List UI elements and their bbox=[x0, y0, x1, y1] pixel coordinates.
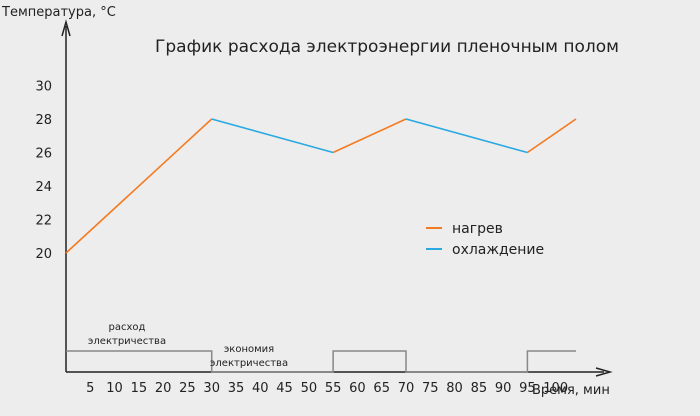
series-segment-4 bbox=[526, 118, 577, 154]
x-tick-label: 60 bbox=[349, 381, 366, 396]
y-axis-label: Температура, °C bbox=[1, 5, 116, 20]
x-tick-label: 20 bbox=[155, 381, 172, 396]
annotation-consumption: расход электричества bbox=[88, 322, 166, 347]
series-segment-2 bbox=[332, 118, 407, 154]
chart-title: График расхода электроэнергии пленочным … bbox=[155, 37, 619, 57]
x-tick-label: 55 bbox=[325, 381, 342, 396]
x-tick-label: 45 bbox=[276, 381, 293, 396]
x-tick-label: 25 bbox=[179, 381, 196, 396]
annotation-consumption-line1: расход bbox=[109, 322, 146, 333]
annotation-saving-line2: электричества bbox=[210, 358, 288, 369]
annotation-saving-line1: экономия bbox=[224, 344, 274, 355]
power-step-line bbox=[66, 350, 576, 373]
y-tick-label: 28 bbox=[35, 113, 52, 128]
x-tick-label: 65 bbox=[373, 381, 390, 396]
x-tick-label: 10 bbox=[106, 381, 123, 396]
y-tick-label: 22 bbox=[35, 214, 52, 229]
x-tick-label: 35 bbox=[228, 381, 245, 396]
x-tick-label: 50 bbox=[301, 381, 318, 396]
y-tick-label: 24 bbox=[35, 180, 52, 195]
x-tick-label: 95 bbox=[519, 381, 536, 396]
x-tick-label: 15 bbox=[131, 381, 148, 396]
y-ticks: 20 22 24 26 28 30 bbox=[35, 80, 52, 263]
x-tick-label: 100 bbox=[543, 381, 568, 396]
x-ticks: 5 10 15 20 25 30 35 40 45 50 55 60 65 70 75 80 85 90 95 100 bbox=[86, 381, 568, 396]
series-segment-1 bbox=[211, 118, 334, 154]
y-tick-label: 26 bbox=[35, 147, 52, 162]
y-tick-label: 30 bbox=[35, 80, 52, 95]
x-tick-label: 80 bbox=[446, 381, 463, 396]
x-tick-label: 90 bbox=[495, 381, 512, 396]
x-tick-label: 40 bbox=[252, 381, 269, 396]
series-segment-3 bbox=[405, 118, 528, 154]
power-graph bbox=[66, 350, 576, 373]
x-tick-label: 85 bbox=[471, 381, 488, 396]
annotation-consumption-line2: электричества bbox=[88, 336, 166, 347]
y-tick-label: 20 bbox=[35, 247, 52, 262]
x-tick-label: 70 bbox=[398, 381, 415, 396]
series-segment-0 bbox=[65, 118, 213, 254]
x-tick-label: 75 bbox=[422, 381, 439, 396]
x-axis-arrow bbox=[595, 367, 613, 377]
annotation-saving: экономия электричества bbox=[210, 344, 288, 369]
legend-label-cooling: охлаждение bbox=[452, 242, 544, 258]
y-axis-arrow bbox=[61, 19, 71, 37]
x-axis-label: Время, мин bbox=[532, 383, 610, 398]
x-tick-label: 5 bbox=[86, 381, 94, 396]
legend: нагрев охлаждение bbox=[426, 221, 544, 258]
legend-label-heating: нагрев bbox=[452, 221, 503, 237]
temperature-series bbox=[65, 118, 577, 254]
x-tick-label: 30 bbox=[203, 381, 220, 396]
